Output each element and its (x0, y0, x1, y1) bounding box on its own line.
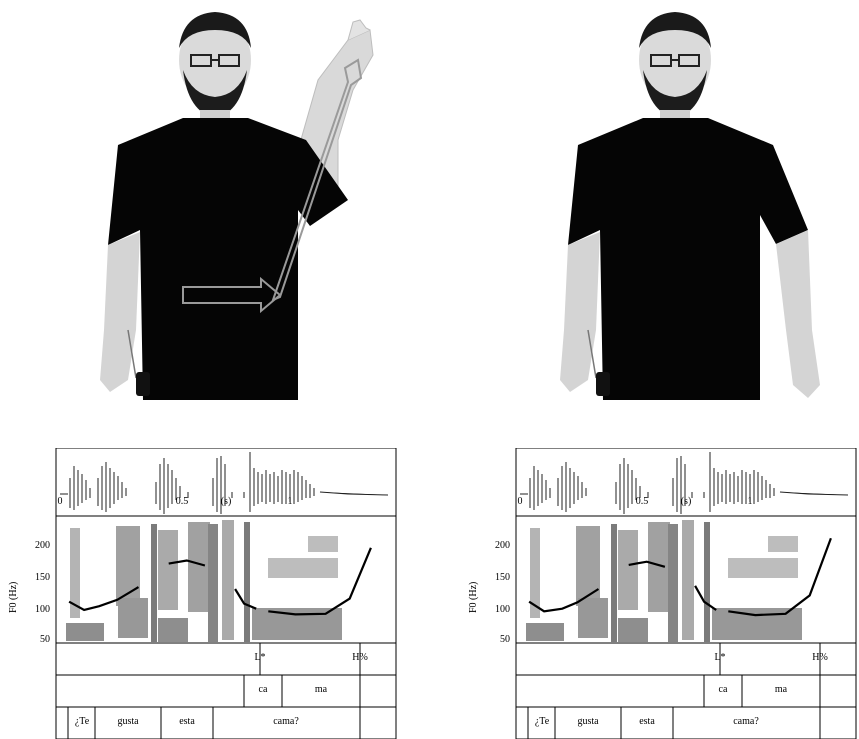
f0-contour-right (528, 537, 832, 617)
syllable-label: ma (314, 684, 328, 695)
y-tick: 50 (40, 634, 50, 645)
time-tick: 1 (747, 496, 753, 507)
tone-label: H% (352, 652, 368, 663)
time-tick: 0 (517, 496, 523, 507)
f0-segment (628, 560, 666, 568)
spectrogram-left (66, 520, 342, 642)
y-tick: 200 (35, 540, 50, 551)
waveform-left (60, 452, 389, 514)
time-tick: 0.5 (175, 496, 189, 507)
f0-segment (728, 537, 832, 617)
word-label: cama? (273, 716, 299, 727)
y-tick: 150 (35, 572, 50, 583)
y-tick: 200 (495, 540, 510, 551)
time-unit: (s) (220, 496, 232, 507)
panel-right: 0 0.5 (s) 1 200 150 100 50 F0 (Hz) L* H%… (468, 0, 859, 739)
syllable-label: ma (774, 684, 788, 695)
f0-segment (694, 585, 717, 611)
time-tick: 0.5 (635, 496, 649, 507)
y-tick: 50 (500, 634, 510, 645)
word-label: ¿Te (74, 716, 90, 727)
y-tick: 150 (495, 572, 510, 583)
word-label: cama? (733, 716, 759, 727)
f0-segment (268, 547, 372, 616)
prosody-figure-right: 0 0.5 (s) 1 200 150 100 50 F0 (Hz) L* H%… (468, 448, 859, 739)
y-tick: 100 (495, 604, 510, 615)
y-tick: 100 (35, 604, 50, 615)
f0-segment (168, 559, 206, 567)
time-unit: (s) (680, 496, 692, 507)
tone-label: L* (254, 652, 266, 663)
syllable-label: ca (718, 684, 728, 695)
word-label: esta (639, 716, 655, 727)
word-label: gusta (117, 716, 139, 727)
spectrogram-right (526, 520, 802, 642)
f0-segment (234, 588, 257, 610)
syllable-label: ca (258, 684, 268, 695)
word-label: gusta (577, 716, 599, 727)
prosody-figure-left: 0 0.5 (s) 1 200 150 100 50 F0 (Hz) L* H%… (8, 448, 408, 739)
f0-contour-left (68, 547, 372, 616)
speaker-photo-neutral (560, 12, 820, 400)
speaker-photo-gesture (100, 12, 374, 400)
waveform-spectrogram-left (55, 448, 397, 739)
tone-label: H% (812, 652, 828, 663)
y-axis-label: F0 (Hz) (8, 581, 19, 613)
word-label: esta (179, 716, 195, 727)
f0-segment (528, 588, 600, 613)
waveform-spectrogram-right (515, 448, 857, 739)
time-tick: 1 (287, 496, 293, 507)
tone-label: L* (714, 652, 726, 663)
waveform-right (520, 452, 849, 514)
panel-left: 0 0.5 (s) 1 200 150 100 50 F0 (Hz) L* H%… (8, 0, 408, 739)
y-axis-label: F0 (Hz) (468, 581, 479, 613)
word-label: ¿Te (534, 716, 550, 727)
time-tick: 0 (57, 496, 63, 507)
f0-segment (68, 586, 140, 612)
